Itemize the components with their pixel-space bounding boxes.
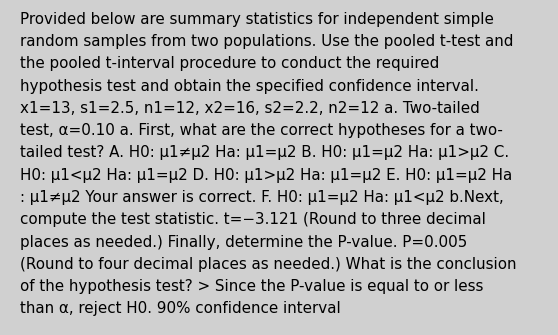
Text: test, α=0.10 a. First, what are the correct hypotheses for a two-: test, α=0.10 a. First, what are the corr… — [20, 123, 502, 138]
Text: tailed test? A. H0: μ1≠μ2 Ha: μ1=μ2 B. H0: μ1=μ2 Ha: μ1>μ2 C.: tailed test? A. H0: μ1≠μ2 Ha: μ1=μ2 B. H… — [20, 145, 509, 160]
Text: places as needed.) Finally, determine the P-value. P=0.005: places as needed.) Finally, determine th… — [20, 234, 467, 250]
Text: hypothesis test and obtain the specified confidence interval.: hypothesis test and obtain the specified… — [20, 79, 478, 93]
Text: of the hypothesis test? > Since the P-value is equal to or less: of the hypothesis test? > Since the P-va… — [20, 279, 483, 294]
Text: than α, reject H0. 90% confidence interval: than α, reject H0. 90% confidence interv… — [20, 302, 340, 316]
Text: random samples from two populations. Use the pooled t-test and: random samples from two populations. Use… — [20, 34, 513, 49]
Text: x1=13, s1=2.5, n1=12, x2=16, s2=2.2, n2=12 a. Two-tailed: x1=13, s1=2.5, n1=12, x2=16, s2=2.2, n2=… — [20, 101, 479, 116]
Text: Provided below are summary statistics for independent simple: Provided below are summary statistics fo… — [20, 12, 493, 27]
Text: compute the test statistic. t=−3.121 (Round to three decimal: compute the test statistic. t=−3.121 (Ro… — [20, 212, 485, 227]
Text: (Round to four decimal places as needed.) What is the conclusion: (Round to four decimal places as needed.… — [20, 257, 516, 272]
Text: H0: μ1<μ2 Ha: μ1=μ2 D. H0: μ1>μ2 Ha: μ1=μ2 E. H0: μ1=μ2 Ha: H0: μ1<μ2 Ha: μ1=μ2 D. H0: μ1>μ2 Ha: μ1=… — [20, 168, 512, 183]
Text: : μ1≠μ2 Your answer is correct. F. H0: μ1=μ2 Ha: μ1<μ2 b.Next,: : μ1≠μ2 Your answer is correct. F. H0: μ… — [20, 190, 503, 205]
Text: the pooled t-interval procedure to conduct the required: the pooled t-interval procedure to condu… — [20, 56, 439, 71]
